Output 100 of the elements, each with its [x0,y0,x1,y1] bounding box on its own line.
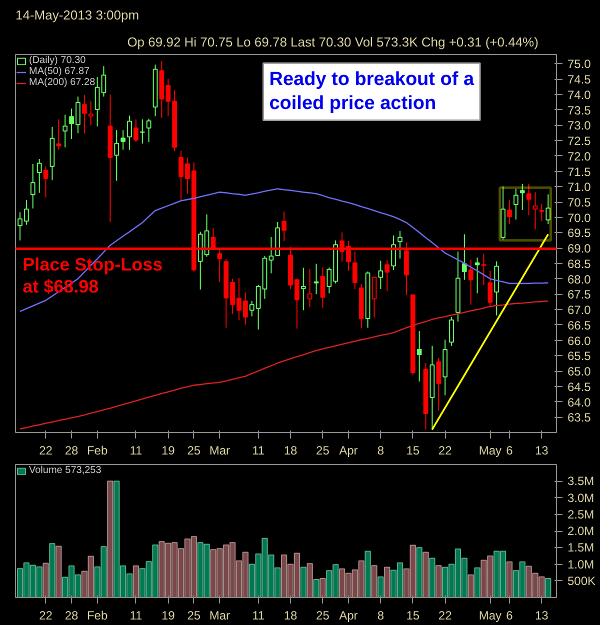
x-tick-label: 28 [64,444,79,458]
candlestick [140,118,145,144]
candlestick [384,259,390,292]
bar [422,552,429,598]
candlestick [468,259,474,306]
x-tick-label: 18 [284,444,298,458]
candlestick [391,235,396,270]
candlestick [546,194,551,225]
bar [416,547,422,598]
y-tick-label: 73.0 [568,118,592,133]
x-tick-label: Mar [209,444,230,458]
candlestick [481,253,486,286]
y-tick-label: 72.5 [568,134,592,148]
x-tick-label: 13 [535,608,549,622]
line-series [19,188,549,312]
y-tick-label: 72.0 [568,149,592,164]
bar [56,546,62,598]
legend-label: MA(200) 67.28 [29,77,96,88]
candlestick [36,158,42,194]
x-tick-label: 22 [438,608,452,622]
candlestick [127,115,132,150]
y-tick-label: 2.0M [568,524,594,538]
candlestick [449,316,454,346]
candlestick [532,192,538,230]
bar [506,561,513,598]
y-tick-label: 73.5 [568,103,592,118]
x-tick-label: 19 [161,608,176,622]
y-tick-label: 68.5 [568,256,592,271]
x-tick-label: 8 [377,608,384,622]
x-tick-label: 13 [535,444,549,458]
bar [429,558,436,598]
candlestick [62,114,68,148]
y-tick-label: 1.5M [568,540,594,555]
x-tick-label: 8 [377,444,384,458]
candlestick [398,230,402,260]
bar [132,565,140,598]
x-tick-label: 18 [284,608,298,622]
chart-title: 14-May-2013 3:00pm [16,8,140,22]
y-tick-label: 74.0 [568,88,592,102]
bar [300,566,306,598]
x-tick-label: 25 [316,608,330,622]
candlestick [101,66,106,98]
y-tick-label: 67.5 [568,288,592,302]
y-tick-label: 69.5 [568,226,592,240]
y-tick-label: 1.0M [568,557,594,572]
candlestick [416,330,422,382]
x-tick-label: 25 [316,444,330,458]
candlestick [120,130,126,150]
x-tick-label: Feb [86,608,108,622]
y-tick-label: 70.5 [568,196,592,210]
bar [468,574,474,598]
x-tick-label: Apr [339,608,358,622]
x-tick-label: 15 [406,608,420,622]
bar [384,566,390,598]
y-tick-label: 66.0 [568,334,592,348]
candlestick [526,183,532,216]
y-tick-label: 69.0 [568,242,592,256]
line-series [19,300,549,430]
y-tick-label: 3.5M [568,474,594,488]
candlestick [30,163,36,209]
candlestick [539,203,544,222]
y-tick-label: 63.5 [568,410,592,425]
y-tick-label: 74.5 [568,72,592,87]
bar [474,567,480,598]
bar [378,576,384,598]
x-tick-label: 25 [187,444,201,458]
y-tick-label: 68.0 [568,272,592,286]
bar [306,563,313,598]
y-tick-label: 67.0 [568,303,592,318]
candlestick [520,183,525,210]
x-tick-label: 11 [130,444,142,458]
bar [371,565,378,598]
y-tick-label: 75.0 [568,57,592,72]
candlestick [134,118,138,143]
candlestick [43,166,48,198]
x-tick-label: 22 [39,444,53,458]
bar [42,562,49,598]
legend-label: (Daily) 70.30 [29,55,86,66]
x-tick-label: 22 [438,444,452,458]
candlestick [282,211,286,242]
annotation: Ready to breakout of a coiled price action [269,69,474,114]
y-tick-label: 66.5 [568,318,592,332]
candlestick [307,268,312,308]
chart-subtitle: Op 69.92 Hi 70.75 Lo 69.78 Last 70.30 Vol 573.3K Chg +0.31 (+0.44%) [127,34,538,50]
candlestick [82,94,87,134]
bar [107,480,114,598]
x-tick-label: 25 [187,608,201,622]
x-tick-label: 19 [161,444,176,458]
candlestick [56,118,62,150]
bar [320,578,326,598]
y-tick-label: 71.5 [568,164,592,179]
candlestick [436,357,442,412]
candlestick [300,267,306,311]
x-tick-label: 15 [406,444,420,458]
candlestick [146,118,152,143]
candlestick [507,199,512,225]
x-tick-label: Apr [339,444,358,458]
x-tick-label: 6 [506,608,514,622]
candlestick [320,266,326,308]
y-tick-label: 71.0 [568,180,592,194]
